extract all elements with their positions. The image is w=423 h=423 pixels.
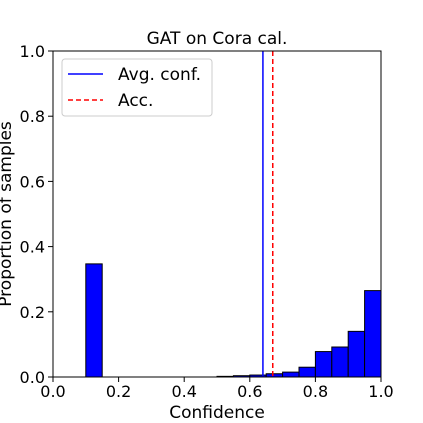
y-axis-ticks: 0.0 0.2 0.4 0.6 0.8 1.0 [20,42,53,387]
legend: Avg. conf. Acc. [61,58,213,117]
x-tick-label: 0.0 [40,382,65,401]
y-tick-label: 0.2 [20,303,45,322]
y-axis-label: Proportion of samples [0,121,16,307]
x-axis-label: Confidence [169,403,265,423]
y-tick-label: 0.6 [20,172,45,191]
x-tick-label: 0.6 [237,382,262,401]
x-tick-label: 0.4 [171,382,196,401]
histogram-bar [331,346,349,378]
histogram-bar [282,371,300,378]
y-tick-label: 0.4 [20,238,45,257]
histogram-bar [364,290,382,378]
histogram-bar [85,263,103,378]
legend-acc-label: Acc. [118,91,153,111]
plot-frame [52,50,382,378]
y-tick-label: 0.0 [20,368,45,387]
y-tick-label: 0.8 [20,107,45,126]
x-tick-label: 0.8 [303,382,328,401]
x-tick-label: 0.2 [106,382,131,401]
histogram-bars [85,263,382,378]
x-axis-ticks: 0.0 0.2 0.4 0.6 0.8 1.0 [40,377,394,401]
histogram-bar [347,330,366,378]
x-tick-label: 1.0 [368,382,393,401]
y-tick-label: 1.0 [20,42,45,61]
histogram-bar [314,351,333,378]
reference-lines [262,51,274,377]
histogram-bar [298,366,316,378]
legend-avg-conf-label: Avg. conf. [118,65,201,85]
chart-title: GAT on Cora cal. [147,29,288,49]
